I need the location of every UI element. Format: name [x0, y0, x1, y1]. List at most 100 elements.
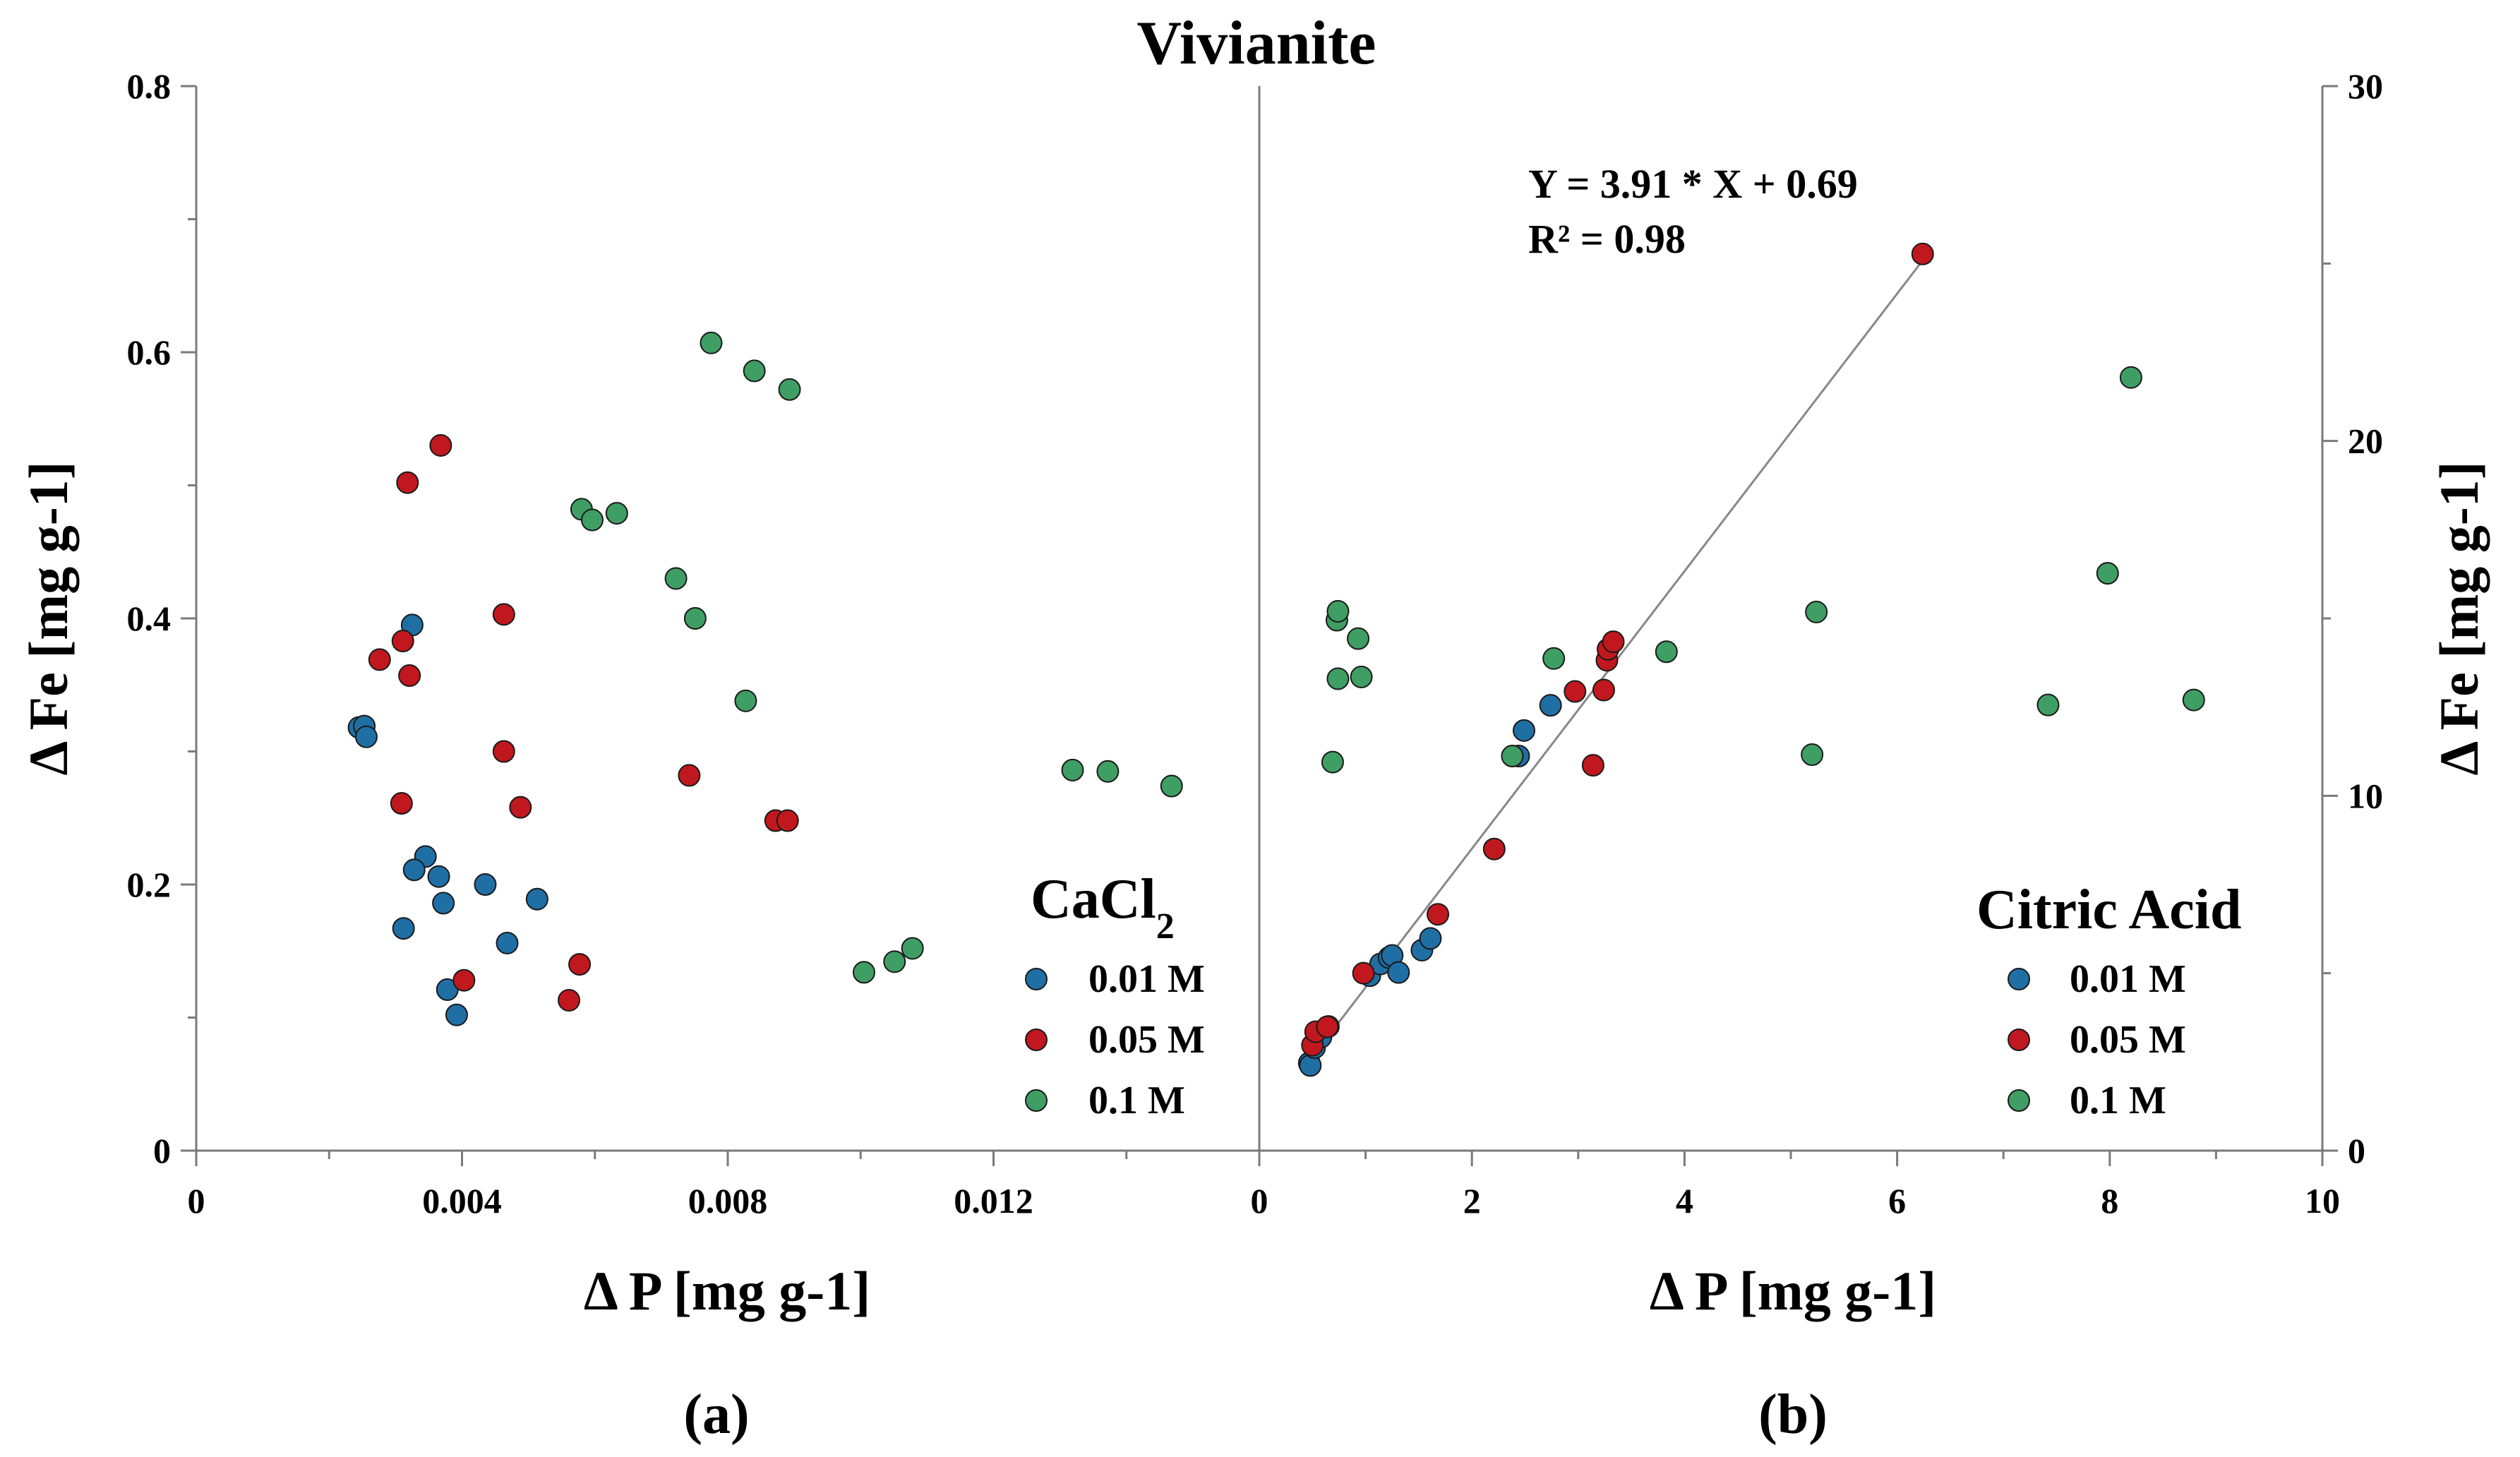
panel-a-point-001M	[354, 725, 378, 748]
panel-b-point-01M	[1501, 745, 1524, 768]
panel-a-point-005M	[452, 969, 476, 992]
legend-title-subscript: 2	[1156, 906, 1175, 947]
panel-b-point-01M	[1321, 750, 1344, 774]
panel-a-legend-label: 0.01 M	[1088, 957, 1205, 1001]
panel-a-point-01M	[743, 359, 766, 383]
panel-a-legend-marker	[1025, 968, 1048, 990]
y-tick-label: 0.2	[127, 865, 172, 904]
panel-a-point-001M	[402, 858, 426, 882]
panel-b-point-01M	[1542, 647, 1566, 670]
panel-b-point-005M	[1352, 961, 1375, 985]
panel-a-point-01M	[683, 607, 707, 630]
panel-a-point-01M	[1160, 774, 1183, 798]
panel-a-legend-marker	[1025, 1089, 1048, 1112]
panel-a-point-001M	[427, 865, 450, 888]
panel-b-point-005M	[1427, 903, 1450, 926]
panel-b-legend-marker	[2008, 1029, 2030, 1051]
panel-b-point-001M	[1387, 961, 1410, 984]
panel-b-legend-label: 0.01 M	[2070, 957, 2186, 1001]
panel-b-point-005M	[1316, 1015, 1339, 1038]
x-tick-label: 0	[188, 1181, 205, 1221]
x-tick-label: 2	[1463, 1181, 1481, 1221]
axes-frame	[195, 86, 2324, 1152]
figure-title: Vivianite	[1137, 9, 1376, 78]
panel-a-point-01M	[700, 331, 723, 354]
y-tick-label: 0.4	[127, 599, 172, 638]
x-tick-label: 8	[2101, 1181, 2118, 1221]
panel-a-point-005M	[492, 603, 515, 626]
panel-b-point-005M	[1602, 630, 1625, 654]
panel-b-point-01M	[1347, 627, 1370, 650]
panel-a-point-01M	[883, 950, 906, 973]
panel-a-point-001M	[474, 873, 497, 896]
y-tick-label: 20	[2348, 421, 2383, 461]
x-tick-label: 10	[2305, 1181, 2340, 1221]
panel-a-point-001M	[432, 892, 455, 915]
y-tick-label: 10	[2348, 776, 2383, 815]
panel-b-point-01M	[1350, 665, 1373, 688]
panel-a-point-01M	[852, 961, 875, 984]
panel-b-legend-marker	[2008, 968, 2030, 990]
panel-b-point-01M	[2036, 693, 2060, 716]
x-tick-label: 0	[1251, 1181, 1268, 1221]
panel-b-point-01M	[1801, 743, 1824, 767]
panel-a-point-01M	[664, 567, 688, 590]
panel-b-point-01M	[1326, 667, 1350, 690]
panel-b-points	[1297, 242, 2205, 1077]
panel-a-point-01M	[580, 508, 604, 532]
x-tick-label: 0.008	[688, 1181, 768, 1221]
panel-b-legend-label: 0.05 M	[2070, 1018, 2186, 1062]
panel-a-point-005M	[390, 792, 413, 815]
x-tick-label: 4	[1676, 1181, 1693, 1221]
panel-a-legend: CaCl2 0.01 M 0.05 M 0.1 M	[1025, 868, 1205, 1122]
panel-a-point-01M	[734, 689, 757, 712]
panel-a-point-005M	[396, 471, 419, 494]
panel-b-point-01M	[1805, 600, 1828, 623]
panel-b-point-005M	[1581, 754, 1604, 777]
panel-b-point-001M	[1512, 719, 1535, 742]
panel-b-point-01M	[2096, 562, 2119, 585]
panel-a-point-005M	[398, 664, 421, 688]
y-tick-label: 0	[153, 1131, 171, 1170]
panel-a-point-005M	[391, 630, 414, 653]
panel-a-point-005M	[429, 433, 452, 457]
panel-a-ticks: 0 0.004 0.008 0.012 0 0.2 0.4 0.6 0.8	[127, 66, 1128, 1221]
panel-b-x-axis-label: Δ P [mg g-1]	[1650, 1260, 1936, 1321]
y-tick-label: 30	[2348, 66, 2383, 106]
panel-b-point-01M	[2119, 366, 2142, 389]
fit-equation: Y = 3.91 * X + 0.69	[1528, 161, 1858, 207]
panel-b-point-005M	[1482, 837, 1506, 861]
x-tick-label: 0.012	[954, 1181, 1033, 1221]
panel-a-point-005M	[558, 988, 581, 1012]
y-tick-label: 0.8	[127, 66, 172, 106]
panel-a-y-axis-label: Δ Fe [mg g-1]	[18, 461, 79, 775]
panel-a-legend-title: CaCl2	[1031, 868, 1175, 947]
panel-b-point-005M	[1592, 678, 1615, 702]
panel-b-point-001M	[1419, 927, 1442, 950]
panel-a-point-005M	[509, 796, 532, 819]
y-tick-label: 0.6	[127, 332, 172, 372]
panel-a-point-001M	[496, 931, 519, 954]
panel-a-point-001M	[445, 1003, 468, 1026]
panel-b-point-01M	[1326, 599, 1350, 623]
panel-a-legend-label: 0.1 M	[1088, 1079, 1185, 1122]
panel-label-a: (a)	[683, 1384, 749, 1446]
x-tick-label: 6	[1888, 1181, 1906, 1221]
panel-b-y-axis-label: Δ Fe [mg g-1]	[2428, 461, 2490, 775]
panel-a-point-01M	[605, 502, 628, 525]
fit-r-squared: R² = 0.98	[1528, 216, 1686, 262]
panel-b-point-01M	[2182, 688, 2205, 712]
panel-b-legend: Citric Acid 0.01 M 0.05 M 0.1 M	[1976, 879, 2241, 1122]
panel-a-point-005M	[678, 764, 701, 787]
panel-a-point-001M	[392, 917, 415, 940]
panel-a-point-001M	[525, 887, 548, 911]
panel-b-fit-line	[1324, 259, 1924, 1041]
y-tick-label: 0	[2348, 1131, 2365, 1170]
panel-b-point-001M	[1539, 694, 1562, 717]
panel-a-point-005M	[368, 648, 391, 671]
panel-a-points	[347, 331, 1183, 1026]
panel-b-legend-marker	[2008, 1089, 2030, 1112]
panel-b-legend-title: Citric Acid	[1976, 879, 2241, 941]
